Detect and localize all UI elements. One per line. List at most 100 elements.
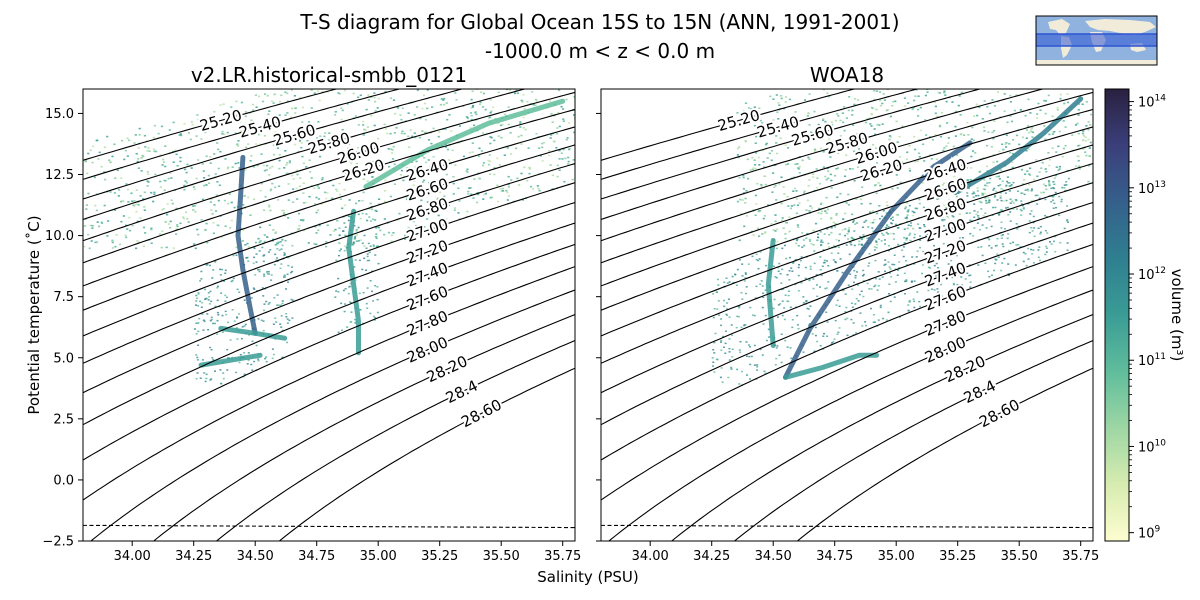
heatmap-cell xyxy=(1066,249,1069,251)
heatmap-cell xyxy=(433,180,436,183)
heatmap-cell xyxy=(557,112,560,114)
model-axis-ticks: 34.00 34.25 34.50 34.75 35.00 35.25 35.50 35.75… xyxy=(42,107,581,564)
heatmap-cell xyxy=(428,182,431,184)
heatmap-cell xyxy=(731,356,734,358)
heatmap-cell xyxy=(945,207,948,209)
heatmap-cell xyxy=(844,293,847,295)
heatmap-cell xyxy=(784,144,787,146)
heatmap-cell xyxy=(337,92,340,94)
heatmap-cell xyxy=(759,251,762,253)
heatmap-cell xyxy=(862,273,865,276)
heatmap-cell xyxy=(837,246,840,248)
heatmap-cell xyxy=(992,206,995,209)
heatmap-cell xyxy=(205,373,208,376)
heatmap-cell xyxy=(1060,200,1063,203)
heatmap-cell xyxy=(125,236,128,239)
heatmap-cell xyxy=(917,115,920,117)
heatmap-cell xyxy=(726,282,729,284)
heatmap-cell xyxy=(338,254,340,257)
heatmap-cell xyxy=(1050,187,1053,190)
heatmap-cell xyxy=(217,199,220,202)
heatmap-cell xyxy=(520,172,523,175)
heatmap-cell xyxy=(344,303,347,305)
heatmap-cell xyxy=(1009,101,1012,103)
heatmap-cell xyxy=(348,199,351,201)
heatmap-cell xyxy=(150,191,153,194)
heatmap-cell xyxy=(290,116,293,119)
heatmap-cell xyxy=(453,207,457,209)
heatmap-cell xyxy=(992,137,995,140)
heatmap-cell xyxy=(744,197,747,200)
heatmap-cell xyxy=(350,148,354,151)
heatmap-cell xyxy=(337,291,340,293)
heatmap-cell xyxy=(185,211,188,214)
heatmap-cell xyxy=(135,203,138,205)
heatmap-cell xyxy=(355,228,358,231)
heatmap-cell xyxy=(904,206,907,208)
heatmap-cell xyxy=(950,222,953,225)
heatmap-cell xyxy=(214,305,217,308)
heatmap-cell xyxy=(762,128,765,131)
heatmap-cell xyxy=(1024,253,1027,255)
heatmap-cell xyxy=(386,132,389,135)
heatmap-cell xyxy=(412,220,415,223)
heatmap-cell xyxy=(1044,112,1047,115)
heatmap-cell xyxy=(488,160,492,163)
heatmap-cell xyxy=(921,182,924,184)
heatmap-cell xyxy=(503,154,506,156)
heatmap-cell xyxy=(1076,122,1079,125)
heatmap-cell xyxy=(780,176,783,179)
heatmap-cell xyxy=(252,109,255,111)
heatmap-cell xyxy=(437,197,440,200)
heatmap-cell xyxy=(292,201,295,203)
heatmap-cell xyxy=(573,114,575,116)
heatmap-cell xyxy=(1044,214,1047,217)
colorbar-tick-label: 1010 xyxy=(1138,438,1166,455)
heatmap-cell xyxy=(728,281,731,283)
heatmap-cell xyxy=(1002,234,1004,236)
heatmap-cell xyxy=(853,179,856,182)
heatmap-cell xyxy=(409,197,412,200)
heatmap-cell xyxy=(210,318,213,321)
heatmap-cell xyxy=(169,220,172,223)
heatmap-cell xyxy=(499,188,502,190)
heatmap-cell xyxy=(372,245,375,248)
heatmap-cell xyxy=(103,171,106,173)
heatmap-cell xyxy=(795,190,798,192)
heatmap-cell xyxy=(235,246,238,249)
heatmap-cell xyxy=(1019,109,1022,111)
heatmap-cell xyxy=(747,263,750,265)
heatmap-cell xyxy=(325,245,328,248)
heatmap-cell xyxy=(258,268,261,271)
heatmap-cell xyxy=(505,89,509,91)
heatmap-cell xyxy=(866,118,869,120)
heatmap-cell xyxy=(999,195,1002,197)
heatmap-cell xyxy=(823,233,826,235)
heatmap-cell xyxy=(738,316,740,318)
heatmap-cell xyxy=(881,102,884,105)
heatmap-cell xyxy=(885,212,888,214)
heatmap-cell xyxy=(491,106,495,109)
heatmap-cell xyxy=(91,225,94,227)
heatmap-cell xyxy=(813,350,816,352)
heatmap-cell xyxy=(905,237,908,239)
heatmap-cell xyxy=(160,246,163,249)
heatmap-cell xyxy=(819,203,823,205)
heatmap-cell xyxy=(179,160,182,163)
heatmap-cell xyxy=(444,128,447,130)
heatmap-cell xyxy=(329,234,332,236)
heatmap-cell xyxy=(827,281,830,283)
heatmap-cell xyxy=(370,114,373,117)
heatmap-cell xyxy=(722,335,725,338)
heatmap-cell xyxy=(947,142,950,144)
heatmap-cell xyxy=(753,314,756,317)
heatmap-cell xyxy=(340,107,343,110)
heatmap-cell xyxy=(1055,86,1057,88)
isopycnal-line xyxy=(83,89,464,200)
heatmap-cell xyxy=(872,321,875,323)
heatmap-cell xyxy=(283,252,286,254)
heatmap-cell xyxy=(894,142,897,145)
model-volume-heatmap xyxy=(83,89,575,385)
heatmap-cell xyxy=(424,118,427,121)
heatmap-cell xyxy=(196,159,200,161)
